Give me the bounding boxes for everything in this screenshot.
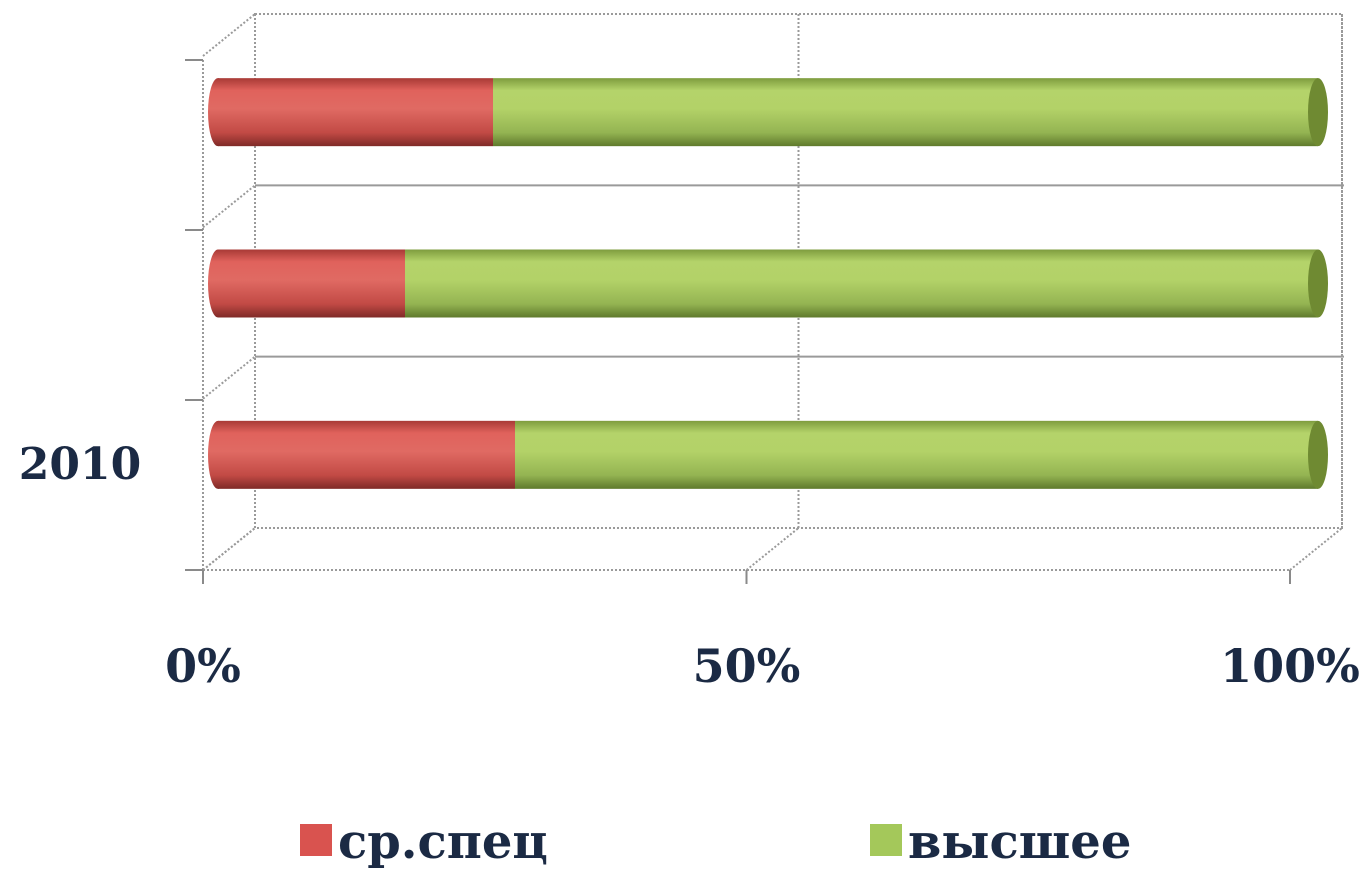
- left-wall-depth-line: [202, 355, 256, 400]
- legend-label-series-0: ср.спец: [338, 814, 548, 869]
- legend-swatch-series-0: [300, 824, 332, 856]
- floor-depth-line: [745, 527, 800, 571]
- left-wall-depth-line: [202, 184, 256, 229]
- bar-series-1-row-1: [405, 249, 1318, 318]
- bars-group: [208, 78, 1328, 489]
- bar-series-1-row-0: [493, 78, 1318, 147]
- legend: ср.спец высшее: [300, 814, 1131, 869]
- floor-depth-line: [1289, 527, 1343, 571]
- bar-left-cap: [208, 420, 228, 489]
- bar-left-cap: [208, 78, 228, 147]
- category-labels-group: 2010: [19, 439, 141, 490]
- floor-depth-line: [202, 527, 256, 571]
- bar-series-0-row-0: [218, 78, 493, 147]
- bar-series-1-row-2: [515, 420, 1318, 489]
- x-ticks-group: 0% 50% 100%: [165, 639, 1360, 693]
- x-tick-label: 50%: [693, 639, 801, 693]
- x-tick-label: 100%: [1220, 639, 1360, 693]
- bar-right-cap: [1308, 420, 1328, 489]
- legend-swatch-series-1: [870, 824, 902, 856]
- bar-left-cap: [208, 249, 228, 318]
- bar-right-cap: [1308, 249, 1328, 318]
- bar-series-0-row-2: [218, 420, 515, 489]
- x-tick-label: 0%: [165, 639, 241, 693]
- legend-label-series-1: высшее: [908, 814, 1131, 869]
- left-wall-depth-line: [202, 13, 256, 57]
- bar-series-0-row-1: [218, 249, 405, 318]
- bar-right-cap: [1308, 78, 1328, 147]
- category-label: 2010: [19, 439, 141, 490]
